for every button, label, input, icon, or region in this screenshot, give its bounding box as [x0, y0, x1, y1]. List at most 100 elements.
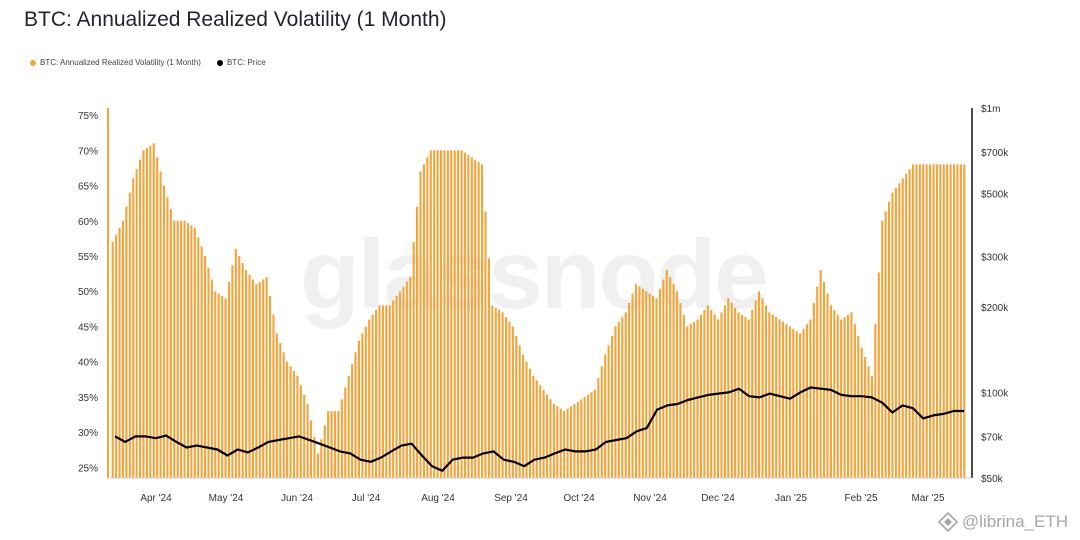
legend-label-price: BTC: Price	[226, 58, 266, 67]
legend-swatch-volatility	[30, 59, 36, 66]
volatility-bar	[446, 150, 449, 479]
volatility-bar	[125, 206, 128, 479]
x-tick-label: Dec '24	[701, 493, 735, 504]
volatility-bar	[559, 408, 562, 478]
volatility-bar	[959, 164, 962, 478]
volatility-bar	[915, 164, 918, 478]
volatility-bar	[361, 333, 364, 478]
volatility-bar	[453, 150, 456, 479]
volatility-bar	[330, 411, 333, 478]
volatility-bar	[552, 404, 555, 478]
volatility-bar	[248, 274, 251, 478]
volatility-bar	[860, 347, 863, 478]
volatility-bar	[652, 295, 655, 478]
volatility-bar	[727, 298, 730, 478]
volatility-bar	[221, 295, 224, 478]
volatility-bar	[145, 147, 148, 478]
x-tick-label: Mar '25	[911, 493, 944, 504]
volatility-bar	[156, 157, 159, 478]
volatility-bar	[600, 366, 603, 478]
volatility-bar	[658, 288, 661, 478]
volatility-bar	[775, 317, 778, 478]
volatility-bar	[628, 302, 631, 478]
volatility-bar	[788, 326, 791, 478]
volatility-bar	[631, 293, 634, 478]
volatility-bar	[908, 169, 911, 478]
volatility-bar	[491, 305, 494, 478]
volatility-bar	[706, 305, 709, 478]
volatility-bar	[843, 317, 846, 478]
volatility-bar	[833, 310, 836, 478]
volatility-bar	[956, 164, 959, 478]
volatility-bar	[303, 394, 306, 478]
y-left-tick-label: 65%	[78, 182, 98, 193]
volatility-bar	[922, 164, 925, 478]
volatility-bar	[162, 185, 166, 478]
volatility-bar	[121, 220, 125, 478]
x-tick-label: Feb '25	[844, 493, 877, 504]
volatility-bar	[371, 314, 374, 478]
x-tick-label: Aug '24	[421, 493, 455, 504]
volatility-bar	[422, 164, 425, 478]
volatility-bar	[385, 305, 388, 478]
volatility-bar	[412, 241, 415, 478]
y-right-tick-label: $500k	[981, 190, 1009, 201]
volatility-bar	[583, 396, 586, 478]
y-left-tick-label: 45%	[78, 323, 98, 334]
volatility-bar	[262, 279, 265, 478]
volatility-bar	[713, 314, 716, 478]
volatility-bar	[703, 310, 706, 478]
price-line	[114, 386, 964, 472]
volatility-bar	[197, 237, 200, 478]
volatility-bar	[364, 326, 367, 478]
volatility-bar	[481, 164, 484, 478]
volatility-bar	[785, 324, 788, 478]
volatility-bar	[935, 164, 938, 478]
volatility-bar	[597, 378, 600, 478]
volatility-bar	[963, 164, 966, 478]
volatility-bar	[504, 317, 508, 478]
legend-item-price[interactable]: BTC: Price	[216, 58, 266, 67]
volatility-bar	[193, 227, 196, 478]
volatility-bar	[224, 298, 227, 478]
watermark: glassnode	[300, 219, 769, 329]
volatility-bar	[320, 439, 323, 478]
volatility-bar	[662, 279, 665, 478]
volatility-bar	[781, 321, 785, 478]
volatility-bar	[932, 164, 935, 478]
volatility-bar	[258, 281, 261, 478]
volatility-bar	[610, 335, 614, 478]
volatility-bar	[939, 164, 942, 478]
y-left-tick-label: 55%	[78, 252, 98, 263]
volatility-bar	[734, 307, 737, 478]
volatility-bar	[272, 314, 275, 478]
y-left-tick-label: 35%	[78, 393, 98, 404]
y-right-tick-label: $70k	[981, 432, 1004, 443]
volatility-bar	[669, 277, 672, 478]
volatility-bar	[614, 326, 617, 478]
volatility-bar	[227, 281, 231, 478]
volatility-bar	[463, 152, 467, 478]
volatility-bar	[634, 284, 638, 478]
y-left-tick-label: 60%	[78, 217, 98, 228]
volatility-bar	[542, 389, 545, 478]
volatility-bar	[347, 375, 350, 478]
x-tick-label: Sep '24	[494, 493, 528, 504]
volatility-bar	[214, 291, 217, 478]
volatility-bar	[200, 246, 203, 478]
x-tick-label: Apr '24	[140, 493, 172, 504]
volatility-bar	[515, 335, 518, 478]
volatility-bar	[758, 291, 761, 478]
volatility-bar	[238, 256, 241, 478]
volatility-bar	[128, 192, 131, 478]
volatility-bar	[682, 314, 685, 478]
volatility-bar	[829, 305, 832, 478]
volatility-bar	[498, 310, 501, 478]
y-left-tick-label: 70%	[78, 146, 98, 157]
volatility-bar	[245, 270, 248, 478]
volatility-bar	[115, 234, 118, 478]
volatility-bar	[494, 307, 497, 478]
volatility-bar	[268, 295, 272, 478]
legend-item-volatility[interactable]: BTC: Annualized Realized Volatility (1 M…	[30, 58, 201, 67]
volatility-bar	[877, 272, 880, 478]
